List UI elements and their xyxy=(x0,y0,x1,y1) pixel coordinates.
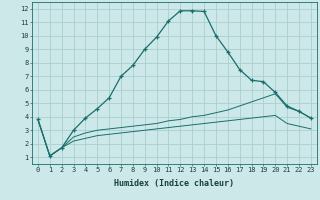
X-axis label: Humidex (Indice chaleur): Humidex (Indice chaleur) xyxy=(115,179,234,188)
